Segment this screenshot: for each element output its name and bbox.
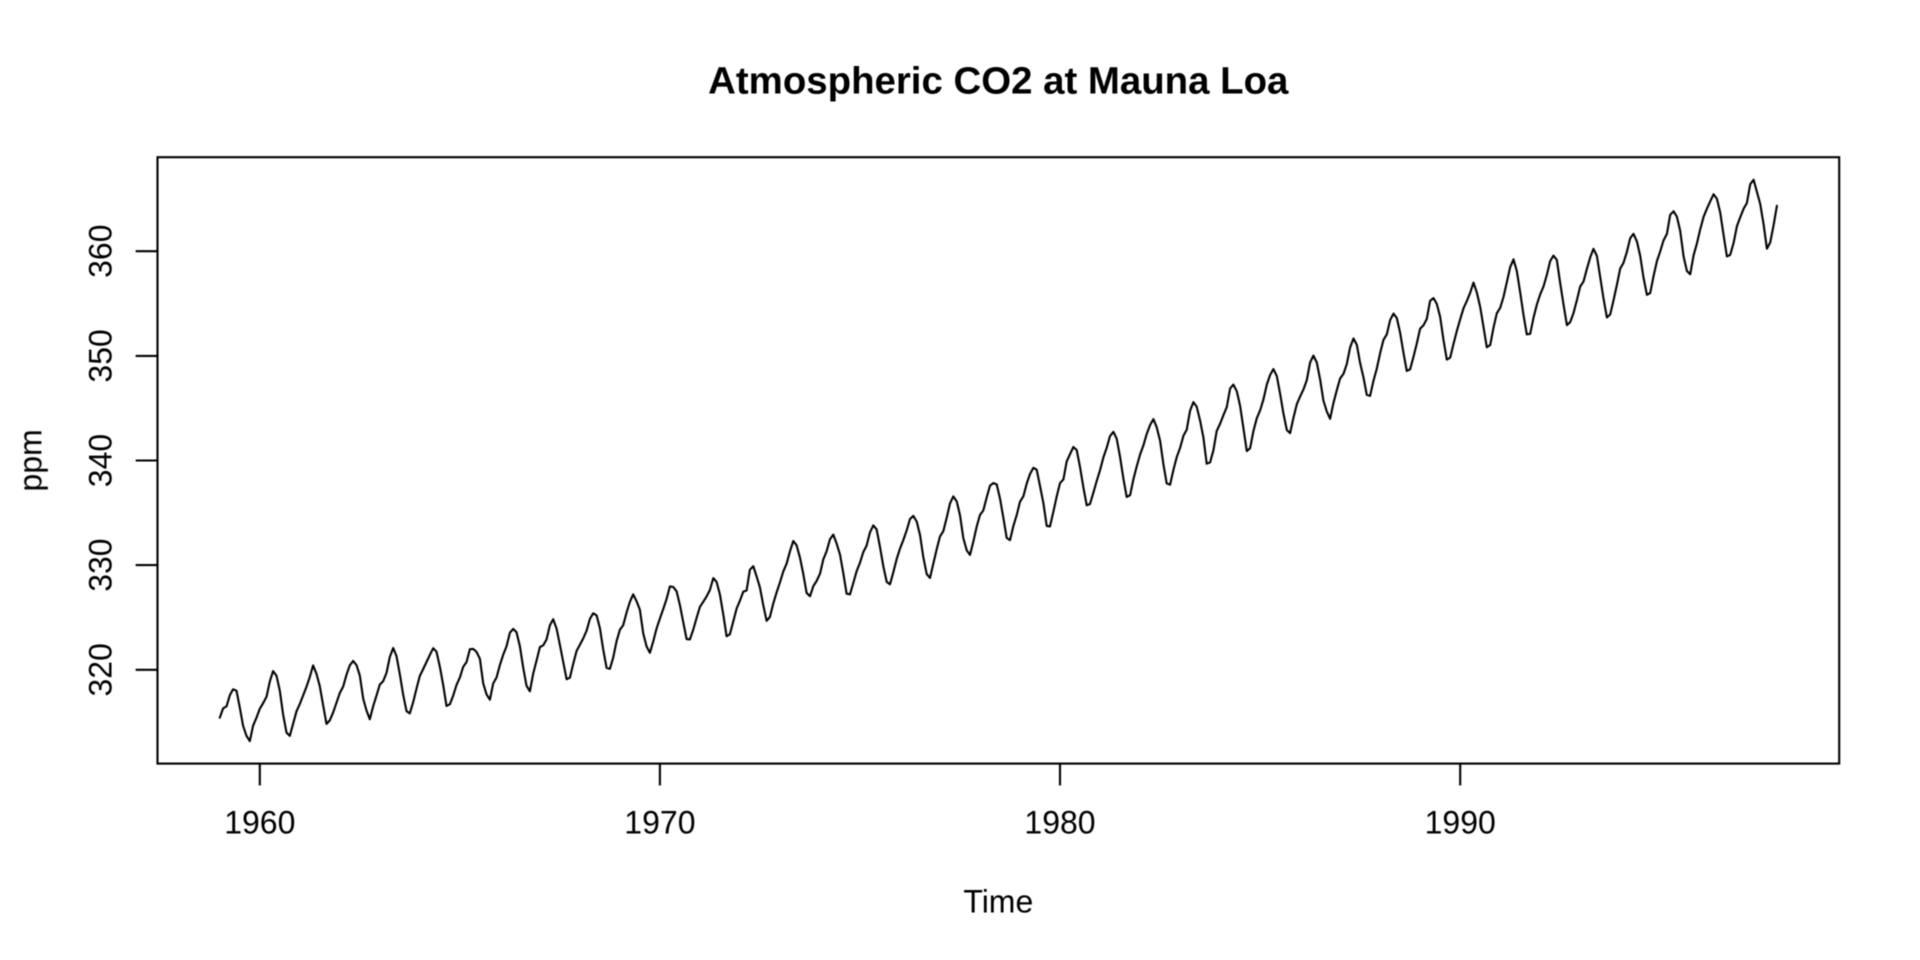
- svg-text:Atmospheric CO2 at Mauna Loa: Atmospheric CO2 at Mauna Loa: [708, 60, 1289, 103]
- svg-text:340: 340: [83, 434, 119, 487]
- svg-text:320: 320: [83, 643, 119, 696]
- svg-text:1970: 1970: [624, 805, 695, 841]
- svg-text:Time: Time: [963, 884, 1033, 920]
- svg-text:330: 330: [83, 538, 119, 591]
- svg-text:1980: 1980: [1024, 805, 1095, 841]
- svg-text:360: 360: [83, 225, 119, 278]
- svg-text:ppm: ppm: [12, 429, 48, 491]
- svg-text:1990: 1990: [1425, 805, 1496, 841]
- svg-text:350: 350: [83, 329, 119, 382]
- svg-text:1960: 1960: [224, 805, 295, 841]
